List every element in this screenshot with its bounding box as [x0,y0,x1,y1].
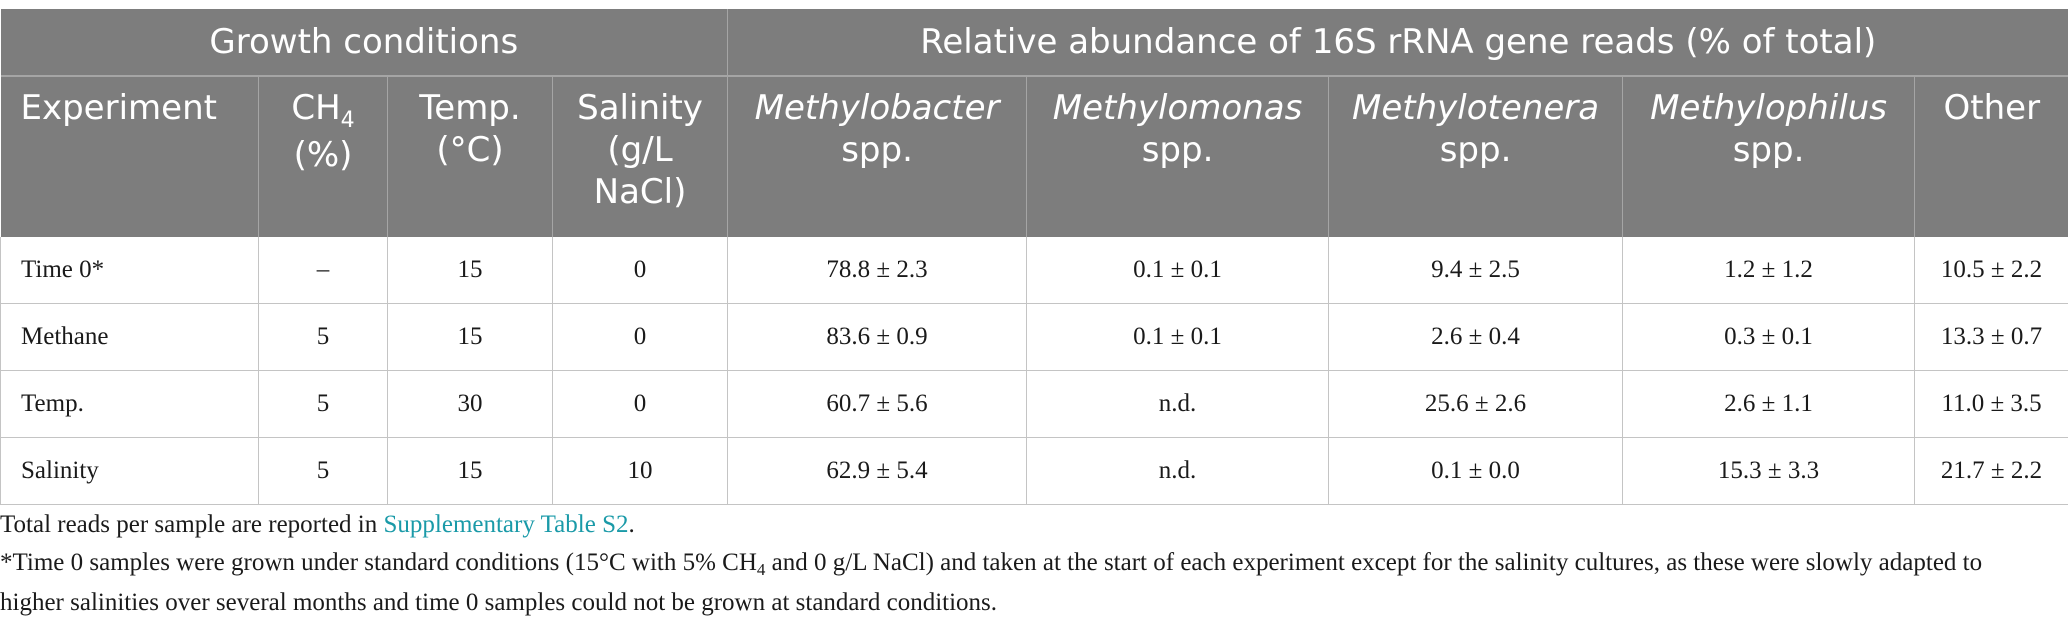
cell-salinity: 10 [551,437,729,505]
col-header-methylomonas: Methylomonas spp. [1026,76,1329,237]
supplementary-table-link[interactable]: Supplementary Table S2 [383,511,629,538]
methylobacter-spp: spp. [841,130,913,170]
footnote-text: and 0 g/L NaCl) and taken at the start o… [0,549,1983,616]
col-header-methylotenera: Methylotenera spp. [1328,76,1623,237]
cell-methylobacter: 62.9 ± 5.4 [727,437,1028,505]
cell-ch4: 5 [258,437,388,505]
col-header-ch4: CH4 (%) [258,76,388,237]
cell-methylomonas: 0.1 ± 0.1 [1026,237,1330,304]
footnote-text: *Time 0 samples were grown under standar… [0,549,757,576]
ch4-unit: (%) [293,135,353,175]
cell-methylophilus: 15.3 ± 3.3 [1622,437,1916,505]
header-relative-abundance: Relative abundance of 16S rRNA gene read… [727,9,2068,77]
header-growth-conditions: Growth conditions [0,9,728,77]
cell-methylophilus: 0.3 ± 0.1 [1622,303,1916,371]
cell-temp: 15 [387,437,553,505]
table-row: Temp. 5 30 0 60.7 ± 5.6 n.d. 25.6 ± 2.6 … [0,370,2068,438]
abundance-table: Growth conditions Relative abundance of … [0,9,2068,505]
cell-ch4: 5 [258,303,388,371]
footnote-total-reads: Total reads per sample are reported in S… [0,506,2040,544]
cell-methylophilus: 1.2 ± 1.2 [1622,237,1916,304]
cell-methylotenera: 25.6 ± 2.6 [1328,370,1624,438]
cell-ch4: 5 [258,370,388,438]
cell-other: 13.3 ± 0.7 [1914,303,2068,371]
ch4-label: CH [291,88,341,128]
col-header-methylophilus: Methylophilus spp. [1622,76,1915,237]
cell-salinity: 0 [551,237,729,304]
methylophilus-spp: spp. [1732,130,1805,170]
cell-experiment: Temp. [0,370,259,438]
methylotenera-label: Methylotenera [1352,88,1600,128]
methylotenera-spp: spp. [1439,130,1512,170]
cell-temp: 15 [387,303,553,371]
cell-methylobacter: 78.8 ± 2.3 [727,237,1028,304]
header-group-row: Growth conditions Relative abundance of … [0,9,2068,77]
cell-ch4: – [258,237,388,304]
table-footnotes: Total reads per sample are reported in S… [0,506,2040,622]
ch4-subscript: 4 [756,560,766,579]
cell-experiment: Time 0* [0,237,259,304]
col-header-salinity: Salinity (g/L NaCl) [551,76,728,237]
salinity-unit-2: NaCl) [593,172,687,212]
methylobacter-label: Methylobacter [754,88,1000,128]
ch4-subscript: 4 [340,108,355,133]
cell-methylotenera: 2.6 ± 0.4 [1328,303,1624,371]
cell-methylomonas: 0.1 ± 0.1 [1026,303,1330,371]
footnote-time0: *Time 0 samples were grown under standar… [0,544,2040,622]
temp-label: Temp. [419,88,521,128]
cell-other: 21.7 ± 2.2 [1914,437,2068,505]
salinity-label: Salinity [577,88,703,128]
cell-salinity: 0 [551,370,729,438]
footnote-period: . [628,511,635,538]
cell-other: 10.5 ± 2.2 [1914,237,2068,304]
methylophilus-label: Methylophilus [1650,88,1887,128]
cell-methylotenera: 0.1 ± 0.0 [1328,437,1624,505]
col-header-temp: Temp. (°C) [387,76,553,237]
salinity-unit-1: (g/L [607,130,673,170]
header-column-row: Experiment CH4 (%) Temp. (°C) Salinity (… [0,76,2068,237]
table-row: Methane 5 15 0 83.6 ± 0.9 0.1 ± 0.1 2.6 … [0,303,2068,371]
cell-methylomonas: n.d. [1026,437,1330,505]
cell-other: 11.0 ± 3.5 [1914,370,2068,438]
col-header-experiment: Experiment [0,76,259,237]
cell-temp: 30 [387,370,553,438]
cell-methylotenera: 9.4 ± 2.5 [1328,237,1624,304]
cell-experiment: Methane [0,303,259,371]
cell-methylobacter: 83.6 ± 0.9 [727,303,1028,371]
cell-methylophilus: 2.6 ± 1.1 [1622,370,1916,438]
footnote-text: Total reads per sample are reported in [0,511,384,538]
methylomonas-spp: spp. [1141,130,1214,170]
methylomonas-label: Methylomonas [1052,88,1303,128]
cell-salinity: 0 [551,303,729,371]
col-header-methylobacter: Methylobacter spp. [727,76,1027,237]
cell-temp: 15 [387,237,553,304]
cell-experiment: Salinity [0,437,259,505]
table-row: Time 0* – 15 0 78.8 ± 2.3 0.1 ± 0.1 9.4 … [0,237,2068,304]
cell-methylomonas: n.d. [1026,370,1330,438]
temp-unit: (°C) [436,130,504,170]
cell-methylobacter: 60.7 ± 5.6 [727,370,1028,438]
table-row: Salinity 5 15 10 62.9 ± 5.4 n.d. 0.1 ± 0… [0,437,2068,505]
col-header-other: Other [1914,76,2068,237]
